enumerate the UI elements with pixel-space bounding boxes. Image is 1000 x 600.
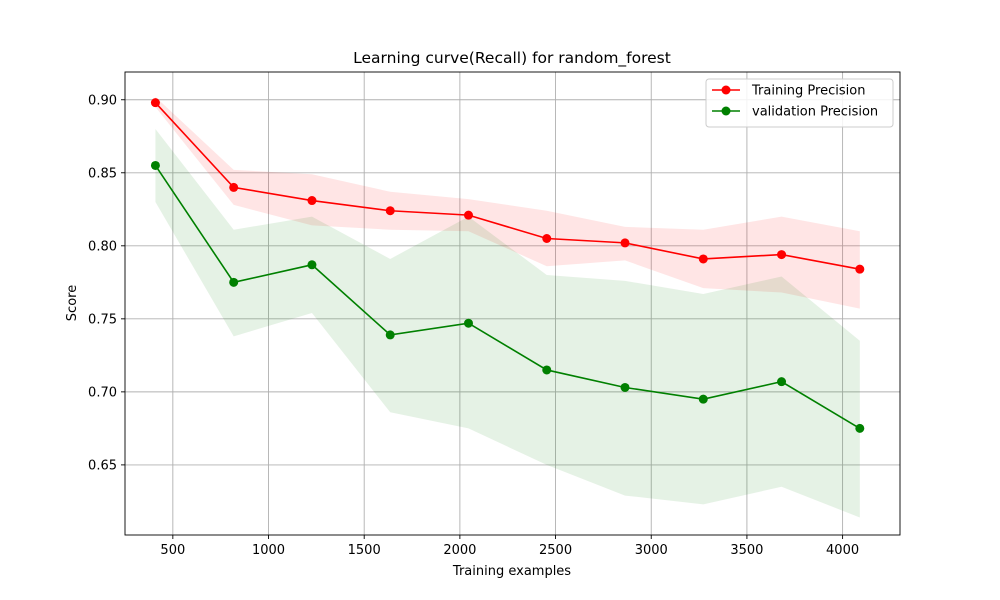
- series-point-0: [777, 250, 787, 260]
- series-point-1: [463, 318, 473, 328]
- y-tick-label: 0.90: [88, 93, 117, 108]
- y-axis-label: Score: [65, 285, 80, 321]
- x-tick-label: 1000: [252, 543, 285, 558]
- series-lines: [150, 98, 865, 433]
- series-line-0: [154, 102, 860, 270]
- series-point-0: [698, 254, 708, 264]
- chart-title: Learning curve(Recall) for random_forest: [353, 49, 671, 68]
- series-point-1: [150, 160, 160, 170]
- y-tick-label: 0.65: [88, 458, 117, 473]
- x-tick-label: 1500: [348, 543, 381, 558]
- series-point-0: [855, 264, 865, 274]
- series-point-0: [542, 234, 552, 244]
- series-point-1: [855, 423, 865, 433]
- plot-background: [125, 72, 900, 535]
- x-axis-label: Training examples: [452, 564, 571, 579]
- y-tick-label: 0.70: [88, 385, 117, 400]
- series-point-1: [620, 382, 630, 392]
- legend-box: [705, 78, 894, 128]
- plot-area: [124, 71, 901, 536]
- series-point-0: [229, 182, 239, 192]
- y-axis-ticks: 0.65 0.70 0.75 0.80 0.85 0.90: [88, 93, 125, 473]
- legend-marker-0: [721, 85, 731, 95]
- x-tick-label: 3000: [635, 543, 668, 558]
- legend-label-0: Training Precision: [751, 84, 865, 99]
- series-point-0: [620, 238, 630, 248]
- series-point-0: [385, 206, 395, 216]
- series-point-0: [307, 196, 317, 206]
- y-tick-label: 0.85: [88, 166, 117, 181]
- series-line-1: [154, 165, 861, 430]
- x-tick-label: 4000: [826, 543, 859, 558]
- series-point-1: [698, 394, 708, 404]
- legend: Training Precision validation Precision: [705, 78, 894, 128]
- series-point-1: [307, 260, 317, 270]
- x-tick-label: 2000: [443, 543, 476, 558]
- series-point-0: [463, 210, 473, 220]
- legend-marker-1: [721, 106, 731, 116]
- y-tick-label: 0.75: [88, 312, 117, 327]
- confidence-band-1: [155, 128, 860, 518]
- y-tick-label: 0.80: [88, 239, 117, 254]
- x-tick-label: 3500: [730, 543, 763, 558]
- legend-label-1: validation Precision: [752, 105, 878, 120]
- x-axis-ticks: 500 1000 1500 2000 2500 3000 3500 4000: [160, 535, 859, 558]
- plot-frame: [124, 71, 901, 536]
- series-point-0: [150, 98, 160, 108]
- x-tick-label: 500: [160, 543, 185, 558]
- series-point-1: [777, 377, 787, 387]
- series-point-1: [542, 365, 552, 375]
- series-point-1: [229, 277, 239, 287]
- grid-lines: [125, 72, 900, 535]
- x-tick-label: 2500: [539, 543, 572, 558]
- series-point-1: [385, 330, 395, 340]
